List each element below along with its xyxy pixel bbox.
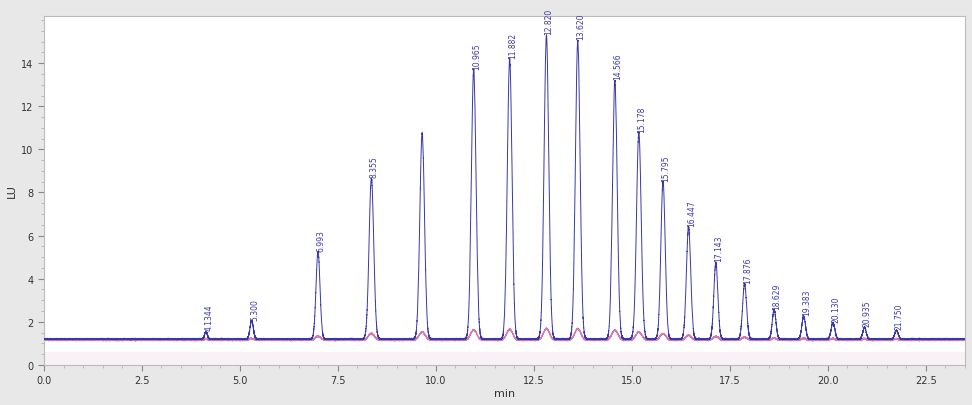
Text: 13.620: 13.620 <box>576 14 585 40</box>
Text: 21.750: 21.750 <box>894 303 904 330</box>
Text: 5.300: 5.300 <box>250 298 259 320</box>
Text: 17.143: 17.143 <box>714 235 723 262</box>
Text: 8.355: 8.355 <box>369 156 379 178</box>
Text: 11.882: 11.882 <box>508 33 517 59</box>
Text: 15.178: 15.178 <box>637 106 646 132</box>
Text: 16.447: 16.447 <box>687 200 696 226</box>
Text: 4.1344: 4.1344 <box>204 304 213 330</box>
Bar <box>44 352 965 365</box>
Text: 6.993: 6.993 <box>316 229 326 251</box>
Y-axis label: LU: LU <box>7 184 17 198</box>
Text: 15.795: 15.795 <box>661 155 671 181</box>
Text: 18.629: 18.629 <box>773 283 781 309</box>
Text: 20.935: 20.935 <box>863 300 872 326</box>
Text: 12.820: 12.820 <box>544 9 554 35</box>
Text: 10.965: 10.965 <box>472 43 481 69</box>
Text: 20.130: 20.130 <box>831 296 840 322</box>
X-axis label: min: min <box>494 388 515 398</box>
Text: 14.566: 14.566 <box>613 53 622 80</box>
Text: 17.876: 17.876 <box>743 257 752 283</box>
Text: 19.383: 19.383 <box>802 289 811 315</box>
